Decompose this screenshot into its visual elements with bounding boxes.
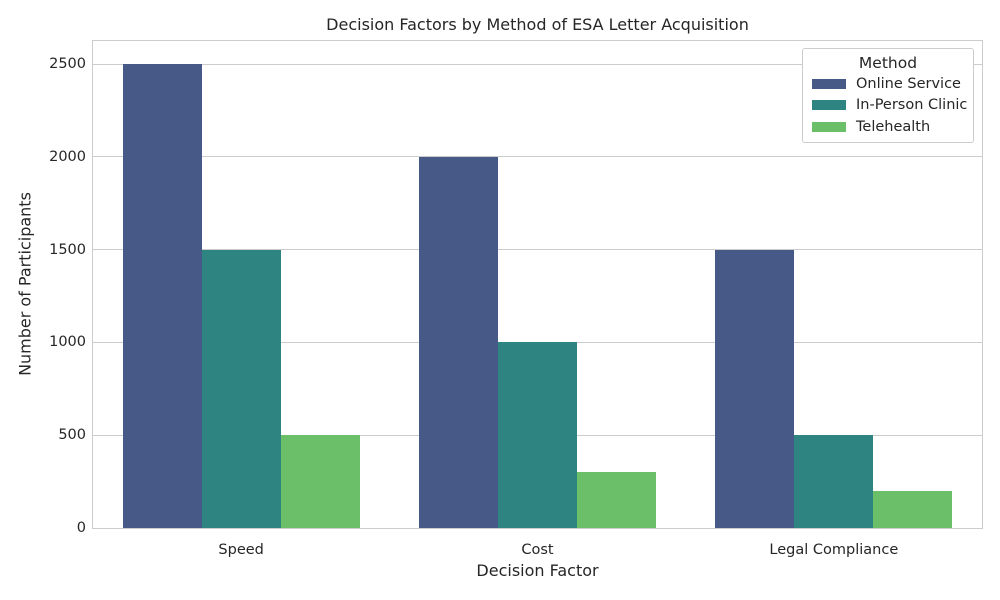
legend-swatch-in-person-clinic (812, 100, 846, 111)
bar-in-person-clinic-speed (201, 249, 281, 528)
gridline-1500 (93, 249, 982, 251)
gridline-2000 (93, 156, 982, 158)
x-axis-label: Decision Factor (476, 561, 599, 580)
bar-online-service-cost (418, 156, 498, 528)
legend-entries: Online Service In-Person Clinic Telehealth (803, 73, 973, 138)
bar-in-person-clinic-legal-compliance (794, 435, 874, 528)
bar-telehealth-cost (577, 472, 657, 528)
y-tick-label-2000: 2000 (49, 148, 86, 165)
legend-entry-in-person-clinic: In-Person Clinic (803, 95, 973, 117)
y-tick-label-1000: 1000 (49, 334, 86, 351)
legend-entry-telehealth: Telehealth (803, 116, 973, 138)
legend-swatch-online-service (812, 78, 846, 89)
legend-title: Method (858, 54, 918, 72)
bar-telehealth-legal-compliance (873, 490, 953, 528)
x-tick-label-legal-compliance: Legal Compliance (769, 542, 899, 558)
bar-online-service-legal-compliance (715, 249, 795, 528)
bar-in-person-clinic-cost (497, 342, 577, 528)
legend-entry-online-service: Online Service (803, 73, 973, 95)
x-tick-label-cost: Cost (521, 542, 554, 558)
legend: Method Online Service In-Person Clinic Tel… (802, 48, 974, 143)
legend-label-online-service: Online Service (856, 75, 961, 92)
bar-online-service-speed (122, 64, 202, 528)
gridline-2500 (93, 63, 982, 65)
y-tick-label-2500: 2500 (49, 56, 86, 73)
legend-label-in-person-clinic: In-Person Clinic (856, 97, 968, 114)
legend-swatch-telehealth (812, 121, 846, 132)
y-tick-label-0: 0 (76, 520, 86, 536)
bar-telehealth-speed (280, 435, 360, 528)
y-tick-label-1500: 1500 (49, 241, 86, 258)
y-tick-label-500: 500 (58, 427, 86, 444)
legend-label-telehealth: Telehealth (856, 118, 931, 135)
chart-title: Decision Factors by Method of ESA Letter… (326, 15, 749, 34)
x-tick-label-speed: Speed (218, 542, 264, 558)
